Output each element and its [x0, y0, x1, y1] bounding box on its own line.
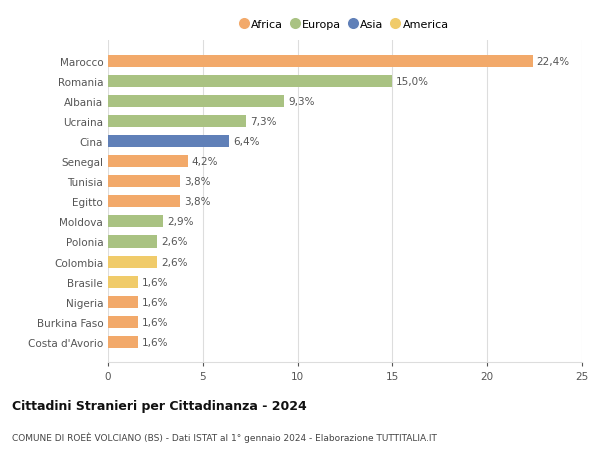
Text: 1,6%: 1,6%	[142, 337, 169, 347]
Bar	[108, 96, 284, 108]
Text: 15,0%: 15,0%	[396, 77, 429, 87]
Legend: Africa, Europa, Asia, America: Africa, Europa, Asia, America	[239, 18, 451, 32]
Text: COMUNE DI ROEÈ VOLCIANO (BS) - Dati ISTAT al 1° gennaio 2024 - Elaborazione TUTT: COMUNE DI ROEÈ VOLCIANO (BS) - Dati ISTA…	[12, 431, 437, 442]
Text: 2,6%: 2,6%	[161, 257, 188, 267]
Text: 1,6%: 1,6%	[142, 317, 169, 327]
Text: 2,9%: 2,9%	[167, 217, 193, 227]
Bar	[108, 276, 139, 288]
Bar	[108, 236, 157, 248]
Text: 9,3%: 9,3%	[288, 97, 314, 107]
Text: 2,6%: 2,6%	[161, 237, 188, 247]
Bar	[108, 216, 163, 228]
Text: 4,2%: 4,2%	[191, 157, 218, 167]
Bar	[108, 296, 139, 308]
Text: 6,4%: 6,4%	[233, 137, 260, 147]
Text: 3,8%: 3,8%	[184, 177, 211, 187]
Bar	[108, 196, 180, 208]
Bar	[108, 336, 139, 348]
Bar	[108, 116, 247, 128]
Text: Cittadini Stranieri per Cittadinanza - 2024: Cittadini Stranieri per Cittadinanza - 2…	[12, 399, 307, 412]
Text: 3,8%: 3,8%	[184, 197, 211, 207]
Bar	[108, 256, 157, 268]
Bar	[108, 136, 229, 148]
Text: 1,6%: 1,6%	[142, 297, 169, 307]
Bar	[108, 156, 188, 168]
Bar	[108, 76, 392, 88]
Bar	[108, 316, 139, 328]
Bar	[108, 56, 533, 68]
Text: 7,3%: 7,3%	[250, 117, 277, 127]
Bar	[108, 176, 180, 188]
Text: 22,4%: 22,4%	[536, 57, 569, 67]
Text: 1,6%: 1,6%	[142, 277, 169, 287]
